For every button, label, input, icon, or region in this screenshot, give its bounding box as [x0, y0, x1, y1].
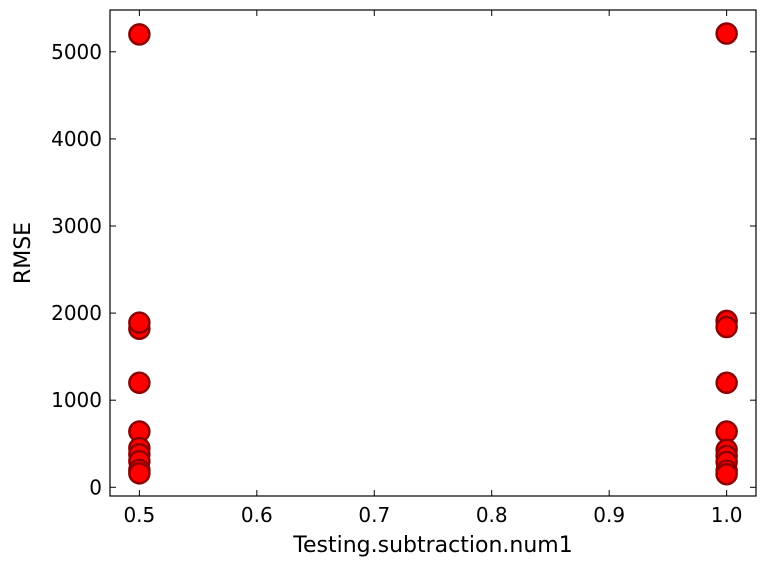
x-tick-label: 1.0 — [711, 503, 743, 527]
y-axis-label: RMSE — [11, 222, 36, 284]
data-point — [715, 462, 738, 486]
x-tick-label: 0.8 — [476, 503, 508, 527]
x-tick-label: 0.7 — [358, 503, 390, 527]
x-tick-label: 0.9 — [593, 503, 625, 527]
data-point — [128, 462, 151, 485]
y-tick-label: 0 — [89, 475, 102, 499]
data-point — [715, 420, 738, 443]
y-tick-label: 3000 — [51, 214, 102, 238]
ticks-layer: 0.5 0.6 0.7 0.8 0.9 1.0 0 1000 2000 3000 4000 5000 — [51, 10, 756, 527]
plot-frame — [109, 9, 757, 497]
x-axis-label: Testing.subtraction.num1 — [292, 533, 572, 558]
x-tick-label: 0.5 — [123, 503, 155, 527]
data-point — [715, 22, 738, 45]
data-point — [128, 23, 151, 46]
points-layer — [128, 22, 738, 486]
y-tick-label: 2000 — [51, 301, 102, 325]
y-tick-label: 4000 — [51, 127, 102, 151]
y-tick-label: 5000 — [51, 40, 102, 64]
x-tick-label: 0.6 — [241, 503, 273, 527]
data-point — [128, 311, 151, 334]
data-point — [715, 371, 738, 395]
data-point — [715, 315, 738, 339]
y-tick-label: 1000 — [51, 388, 102, 412]
data-point — [128, 371, 151, 395]
